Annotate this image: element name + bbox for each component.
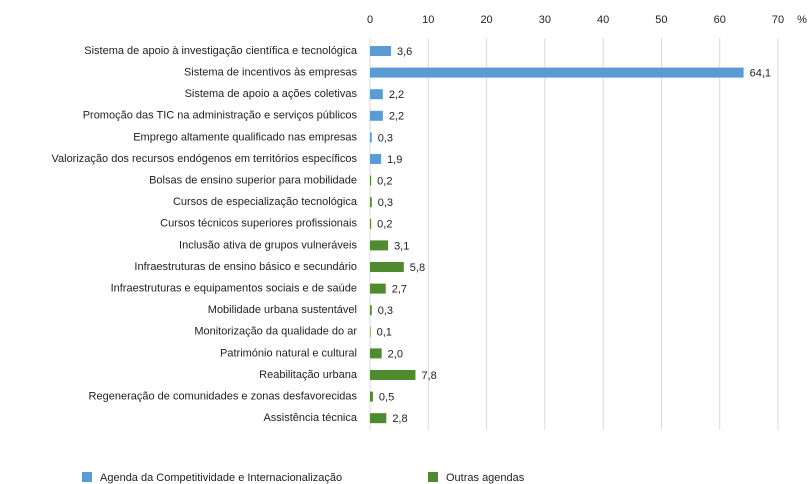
bar — [370, 413, 387, 424]
bar — [370, 67, 744, 78]
bar — [370, 348, 382, 359]
bar — [370, 46, 391, 56]
value-label: 2,8 — [392, 413, 407, 425]
bar — [370, 218, 372, 229]
bar — [370, 154, 382, 164]
value-label: 2,2 — [389, 111, 404, 123]
bar — [370, 89, 383, 100]
value-label: 0,1 — [377, 327, 392, 339]
value-label: 2,0 — [388, 348, 403, 360]
y-tick-label: Sistema de incentivos às empresas — [184, 67, 358, 79]
x-tick-label: 0 — [367, 14, 373, 26]
y-tick-label: Promoção das TIC na administração e serv… — [83, 110, 358, 122]
legend-label: Outras agendas — [446, 472, 525, 484]
y-tick-label: Sistema de apoio a ações coletivas — [185, 88, 358, 100]
bar — [370, 175, 372, 186]
value-label: 3,6 — [397, 46, 412, 58]
value-label: 1,9 — [387, 154, 402, 166]
bar — [370, 283, 386, 294]
y-tick-label: Bolsas de ensino superior para mobilidad… — [149, 175, 357, 187]
bar — [370, 240, 389, 251]
y-tick-label: Infraestruturas e equipamentos sociais e… — [111, 283, 357, 295]
x-tick-label: 70 — [772, 14, 784, 26]
x-tick-label: 30 — [539, 14, 551, 26]
y-tick-label: Valorização dos recursos endógenos em te… — [51, 153, 357, 165]
value-label: 0,3 — [378, 197, 393, 209]
value-label: 3,1 — [394, 240, 409, 252]
bar — [370, 391, 373, 402]
legend-swatch — [428, 472, 438, 482]
value-label: 5,8 — [410, 262, 425, 274]
y-tick-label: Reabilitação urbana — [259, 369, 358, 381]
y-tick-label: Património natural e cultural — [220, 347, 357, 359]
value-label: 7,8 — [421, 370, 436, 382]
legend-label: Agenda da Competitividade e Internaciona… — [100, 472, 342, 484]
value-label: 2,2 — [389, 89, 404, 101]
bar — [370, 370, 416, 380]
y-tick-label: Cursos de especialização tecnológica — [173, 196, 358, 208]
y-tick-label: Cursos técnicos superiores profissionais — [160, 218, 357, 230]
value-label: 0,3 — [378, 132, 393, 144]
y-tick-label: Inclusão ativa de grupos vulneráveis — [179, 239, 357, 251]
unit-label: % — [797, 14, 807, 26]
value-label: 0,3 — [378, 305, 393, 317]
y-tick-label: Emprego altamente qualificado nas empres… — [133, 131, 357, 143]
value-label: 0,2 — [377, 176, 392, 188]
bar — [370, 110, 383, 121]
y-tick-label: Assistência técnica — [263, 412, 357, 424]
legend-swatch — [82, 472, 92, 482]
bar — [370, 262, 404, 272]
value-label: 0,2 — [377, 219, 392, 231]
y-tick-label: Monitorização da qualidade do ar — [194, 326, 357, 338]
x-tick-label: 20 — [480, 14, 492, 26]
bar — [370, 132, 372, 143]
x-tick-label: 50 — [655, 14, 667, 26]
y-tick-label: Infraestruturas de ensino básico e secun… — [134, 261, 357, 273]
y-tick-label: Sistema de apoio à investigação científi… — [84, 45, 358, 57]
value-label: 0,5 — [379, 392, 394, 404]
x-tick-label: 10 — [422, 14, 434, 26]
value-label: 64,1 — [750, 68, 771, 80]
x-tick-label: 60 — [714, 14, 726, 26]
y-tick-label: Regeneração de comunidades e zonas desfa… — [89, 391, 358, 403]
bar — [370, 305, 372, 316]
value-label: 2,7 — [392, 284, 407, 296]
x-tick-label: 40 — [597, 14, 609, 26]
y-tick-label: Mobilidade urbana sustentável — [208, 304, 357, 316]
bar — [370, 197, 372, 208]
bar — [370, 326, 371, 337]
